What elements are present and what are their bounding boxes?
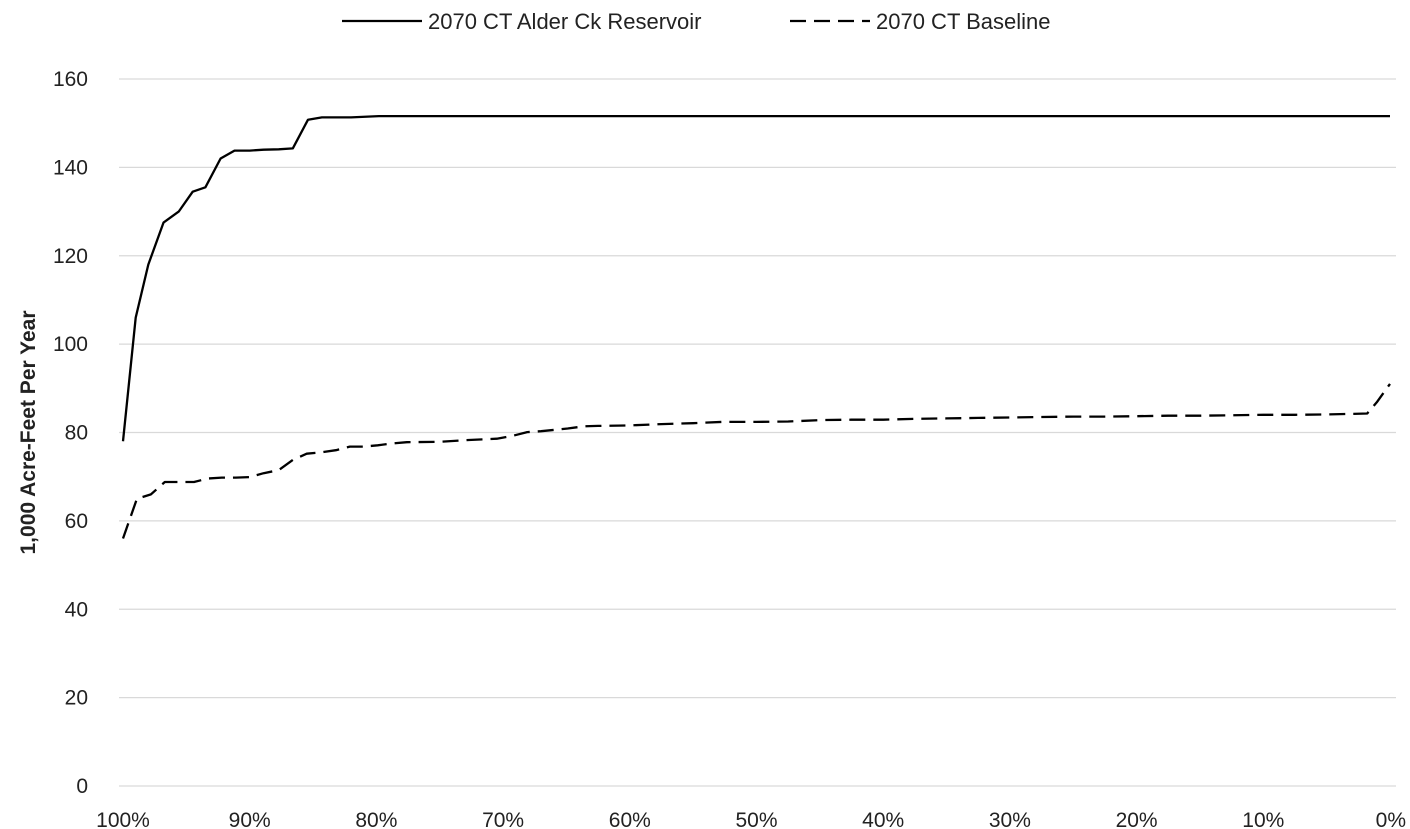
y-tick-label-100: 100 — [53, 333, 88, 356]
x-tick-label-1: 90% — [229, 809, 271, 829]
y-tick-label-40: 40 — [65, 598, 88, 621]
x-tick-label-2: 80% — [355, 809, 397, 829]
x-tick-label-3: 70% — [482, 809, 524, 829]
x-tick-label-10: 0% — [1376, 809, 1406, 829]
y-axis-ticks: 0 20 40 60 80 100 120 140 160 — [53, 68, 88, 798]
series-lines — [121, 114, 1391, 539]
x-tick-label-0: 100% — [96, 809, 150, 829]
x-tick-label-4: 60% — [609, 809, 651, 829]
legend: 2070 CT Alder Ck Reservoir 2070 CT Baseli… — [342, 9, 1051, 34]
y-tick-label-160: 160 — [53, 68, 88, 91]
x-tick-label-6: 40% — [862, 809, 904, 829]
legend-label-1: 2070 CT Baseline — [876, 9, 1051, 34]
x-tick-label-7: 30% — [989, 809, 1031, 829]
legend-label-0: 2070 CT Alder Ck Reservoir — [428, 9, 702, 34]
x-tick-label-9: 10% — [1242, 809, 1284, 829]
y-tick-label-80: 80 — [65, 422, 88, 445]
y-tick-label-140: 140 — [53, 156, 88, 179]
x-tick-label-8: 20% — [1116, 809, 1158, 829]
y-tick-label-60: 60 — [65, 510, 88, 533]
y-tick-label-120: 120 — [53, 245, 88, 268]
y-axis-title: 1,000 Acre-Feet Per Year — [17, 310, 40, 554]
gridlines — [119, 78, 1396, 787]
series-line-1 — [121, 383, 1391, 539]
x-axis-ticks: 100% 90% 80% 70% 60% 50% 40% 30% 20% 10% 0% — [96, 809, 1406, 829]
y-tick-label-0: 0 — [76, 775, 88, 798]
y-tick-label-20: 20 — [65, 687, 88, 710]
x-tick-label-5: 50% — [735, 809, 777, 829]
series-line-0 — [121, 114, 1390, 442]
